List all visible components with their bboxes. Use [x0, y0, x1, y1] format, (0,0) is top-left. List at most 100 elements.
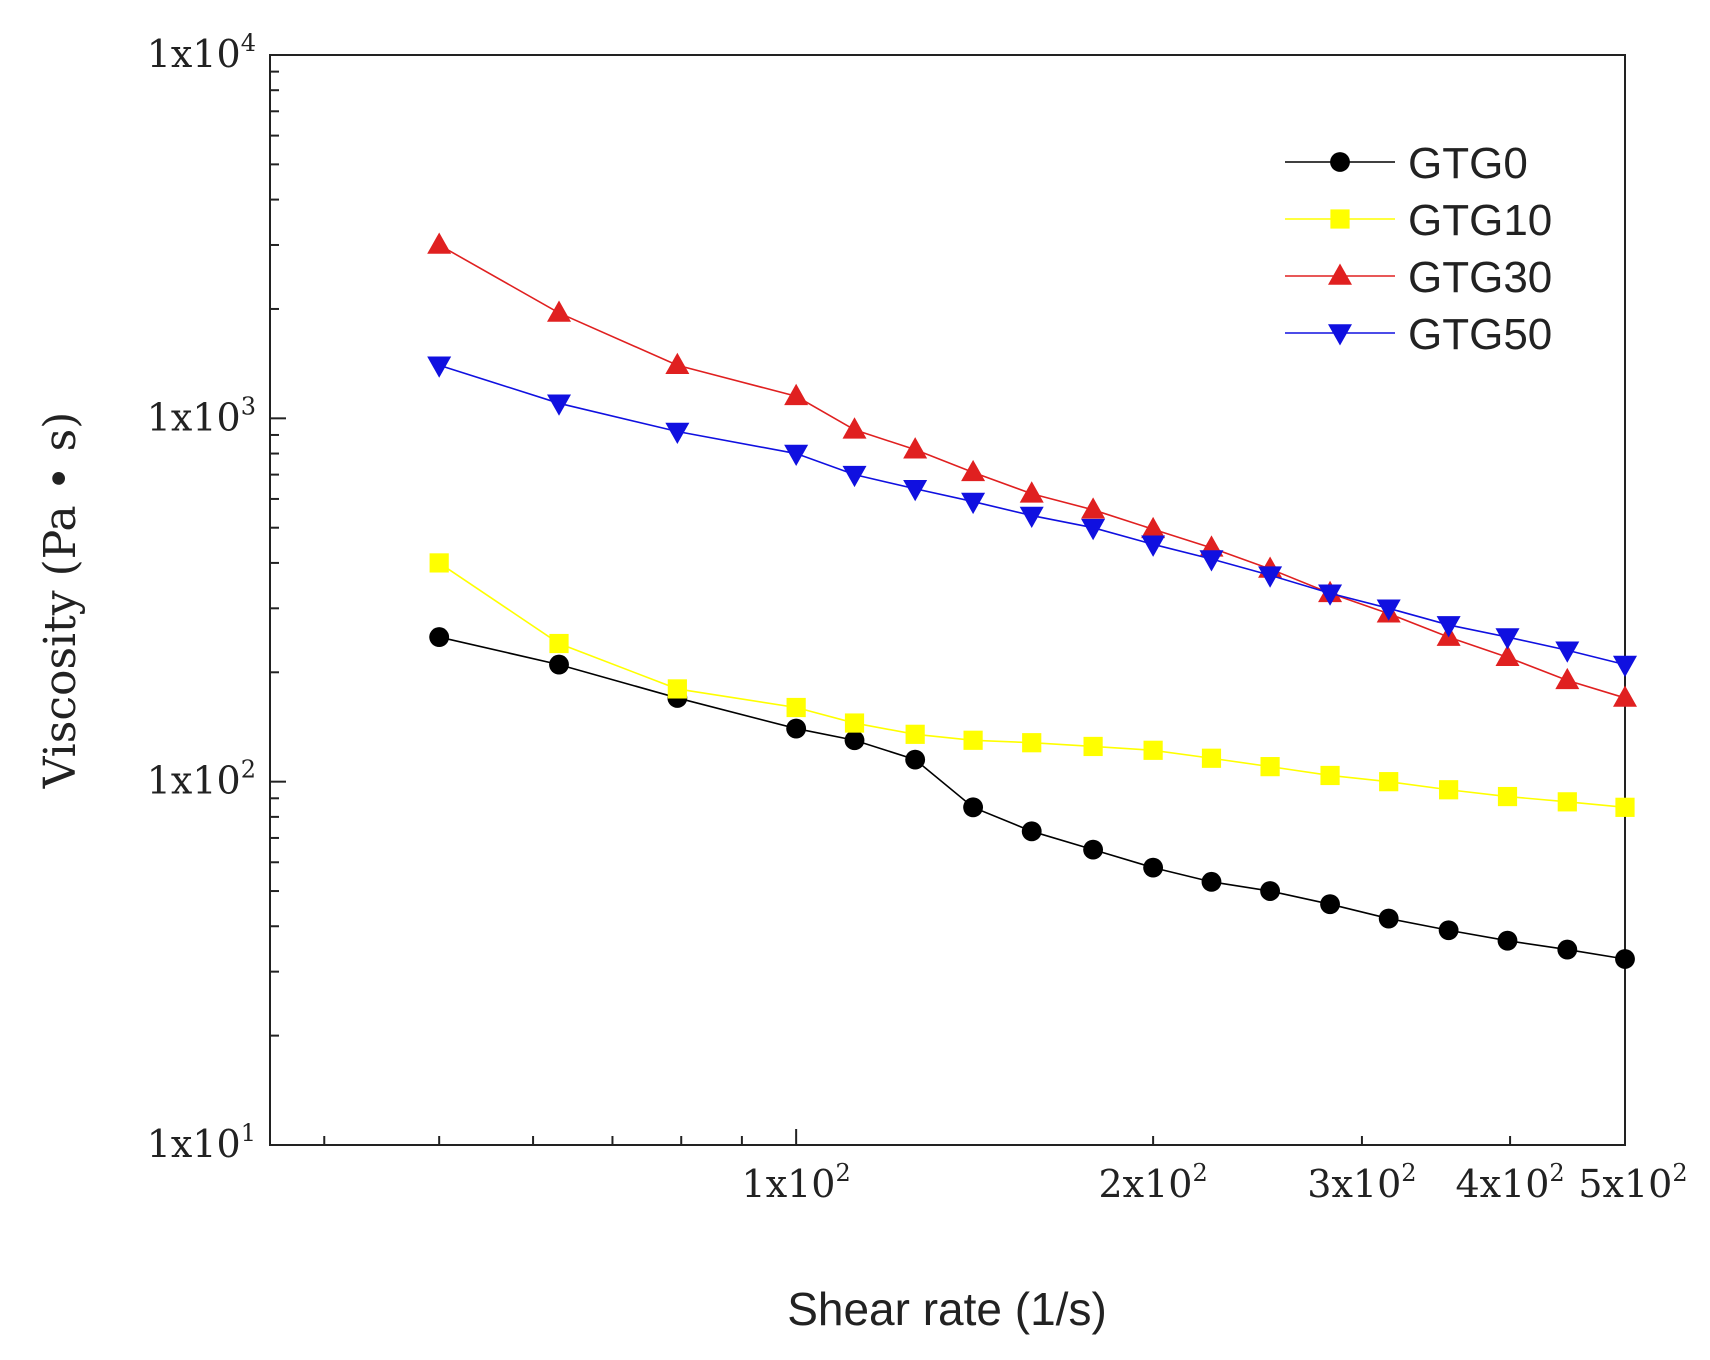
data-point: [549, 633, 569, 654]
data-point: [1613, 685, 1637, 707]
data-point: [1495, 628, 1520, 650]
data-point: [905, 724, 925, 744]
y-tick-label: 1x103: [147, 392, 256, 439]
data-point: [1083, 839, 1104, 860]
data-point: [963, 797, 984, 818]
data-point: [1019, 481, 1044, 503]
data-point: [547, 394, 572, 416]
series-line: [438, 636, 1626, 960]
legend-item: GTG30: [1285, 253, 1552, 302]
data-point: [665, 422, 690, 444]
data-point: [784, 444, 809, 467]
data-point: [844, 713, 865, 733]
series-GTG10: [429, 553, 1635, 817]
x-tick-label: 3x102: [1307, 1159, 1416, 1206]
data-point: [786, 697, 806, 718]
data-point: [1318, 584, 1343, 606]
data-point: [1439, 780, 1459, 800]
legend-item: GTG0: [1285, 139, 1528, 188]
legend-marker: [1330, 209, 1350, 229]
x-axis-ticks: 1x102 2x102 3x102 4x102 5x102: [323, 1129, 1688, 1206]
data-point: [1378, 908, 1399, 929]
data-point: [903, 437, 928, 459]
data-point: [1199, 550, 1224, 572]
data-point: [1497, 786, 1518, 807]
data-point: [1379, 772, 1399, 792]
legend-label: GTG30: [1408, 253, 1552, 302]
data-point: [842, 465, 867, 488]
x-tick-label: 1x102: [742, 1159, 851, 1206]
data-point: [1141, 516, 1166, 539]
series-GTG30: [427, 232, 1637, 707]
data-point: [1083, 736, 1103, 757]
x-tick-label: 4x102: [1455, 1159, 1564, 1206]
legend-label: GTG0: [1408, 139, 1528, 188]
data-point: [1557, 792, 1577, 812]
legend-item: GTG10: [1285, 196, 1552, 245]
data-point: [1081, 518, 1106, 541]
data-point: [549, 654, 569, 675]
data-point: [963, 730, 983, 750]
y-tick-label: 1x104: [147, 29, 256, 76]
data-point: [1320, 894, 1340, 915]
data-point: [1143, 740, 1163, 760]
y-axis-label: Viscosity (Pa • s): [35, 412, 86, 790]
data-point: [842, 417, 867, 439]
y-tick-label: 1x101: [147, 1119, 256, 1166]
y-axis-ticks: 1x101 1x102 1x103 1x104: [147, 29, 286, 1166]
data-point: [1555, 667, 1580, 690]
data-point: [1260, 881, 1281, 901]
data-point: [429, 627, 450, 648]
data-point: [427, 232, 452, 254]
data-point: [1495, 644, 1520, 667]
plot-frame: [269, 54, 1626, 1146]
series-line: [438, 562, 1626, 809]
data-point: [1376, 599, 1401, 621]
data-point: [1557, 939, 1578, 960]
data-point: [1141, 535, 1166, 557]
legend: GTG0 GTG10 GTG30 GTG50: [1285, 139, 1552, 359]
data-point: [427, 356, 452, 378]
data-point: [667, 679, 687, 699]
data-point: [547, 300, 572, 322]
data-point: [903, 479, 928, 502]
data-point: [1613, 655, 1637, 678]
series-line: [438, 244, 1626, 699]
legend-label: GTG50: [1408, 310, 1552, 359]
data-point: [784, 383, 809, 406]
data-point: [1019, 506, 1044, 529]
legend-marker: [1328, 263, 1352, 285]
series-GTG50: [427, 356, 1637, 678]
legend-item: GTG50: [1285, 310, 1552, 359]
data-point: [1143, 857, 1164, 878]
data-point: [905, 749, 926, 770]
data-point: [1320, 765, 1340, 786]
data-point: [961, 459, 986, 482]
data-point: [961, 492, 986, 515]
data-point: [1497, 930, 1518, 951]
data-point: [1258, 566, 1283, 588]
data-point: [1615, 797, 1635, 817]
data-point: [1436, 616, 1461, 638]
legend-label: GTG10: [1408, 196, 1552, 245]
data-point: [786, 718, 807, 739]
y-tick-label: 1x102: [147, 756, 256, 803]
data-point: [1438, 920, 1459, 941]
data-point: [1022, 733, 1042, 753]
legend-marker: [1330, 152, 1350, 172]
data-point: [1021, 821, 1042, 842]
legend-marker: [1328, 324, 1352, 346]
data-point: [1201, 871, 1222, 892]
data-point: [1555, 641, 1580, 663]
series-line: [438, 364, 1626, 666]
data-point: [1615, 949, 1635, 969]
data-point: [844, 730, 865, 751]
data-point: [1081, 497, 1106, 519]
x-tick-label: 5x102: [1578, 1159, 1687, 1206]
data-point: [429, 553, 449, 573]
data-point: [1260, 757, 1280, 777]
data-point: [665, 352, 690, 375]
x-tick-label: 2x102: [1098, 1159, 1207, 1206]
series-layer: [427, 232, 1637, 969]
